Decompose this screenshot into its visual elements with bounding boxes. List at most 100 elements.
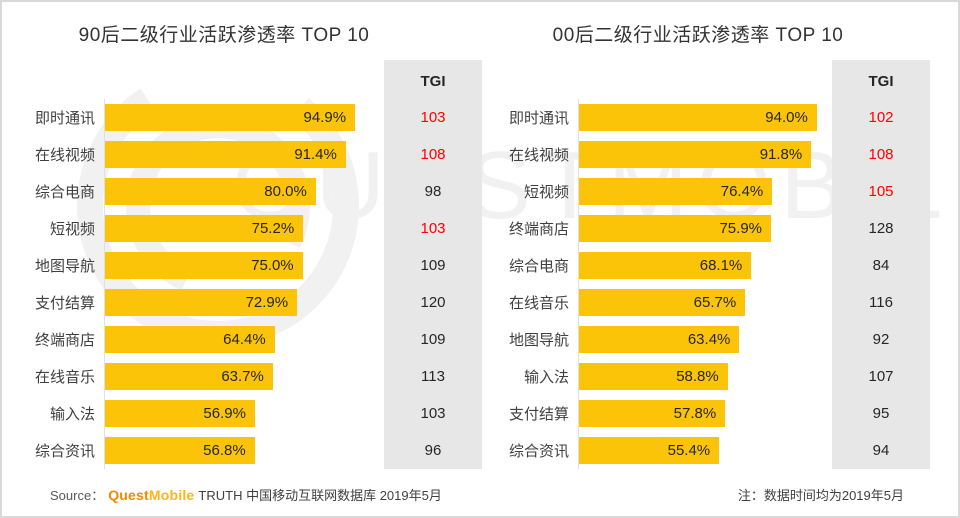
- bar-track: 65.7%: [578, 284, 832, 321]
- chart-row: 在线视频 91.8%: [486, 136, 832, 173]
- category-label: 终端商店: [34, 332, 95, 349]
- bar-plot: 即时通讯 94.9% 在线视频 91.4%: [12, 60, 358, 469]
- chart-row: 地图导航 63.4%: [486, 321, 832, 358]
- brand-quest: Quest: [108, 487, 149, 503]
- category-label: 地图导航: [508, 332, 569, 349]
- tgi-value: 116: [869, 294, 893, 311]
- brand-mobile: Mobile: [148, 487, 195, 503]
- bar: 72.9%: [105, 289, 298, 316]
- source-line: Source： QuestMobile TRUTH 中国移动互联网数据库 201…: [50, 485, 442, 504]
- bar: 75.2%: [105, 215, 304, 242]
- bar: 80.0%: [105, 178, 316, 205]
- bar-value-label: 75.9%: [719, 220, 763, 237]
- category-label: 综合电商: [34, 184, 95, 201]
- source-label: Source：: [50, 488, 105, 503]
- bar-track: 75.2%: [104, 210, 358, 247]
- bar-track: 64.4%: [104, 321, 358, 358]
- header-spacer: [486, 60, 832, 99]
- bar-value-label: 55.4%: [667, 442, 711, 459]
- chart-panel-post00: 00后二级行业活跃渗透率 TOP 10 即时通讯 94.0% 在线视频: [486, 2, 930, 469]
- chart-row: 即时通讯 94.0%: [486, 99, 832, 136]
- bar-value-label: 94.0%: [765, 109, 808, 126]
- questmobile-brand: QuestMobile: [108, 487, 194, 503]
- tgi-value: 84: [872, 257, 890, 274]
- bar-value-label: 76.4%: [720, 183, 764, 200]
- tgi-value: 113: [421, 368, 445, 385]
- chart-row: 终端商店 75.9%: [486, 210, 832, 247]
- bar-track: 75.0%: [104, 247, 358, 284]
- category-label: 综合电商: [508, 258, 569, 275]
- chart-row: 输入法 58.8%: [486, 358, 832, 395]
- bar: 94.0%: [579, 104, 817, 131]
- category-label: 在线视频: [508, 147, 569, 164]
- chart-row: 在线音乐 65.7%: [486, 284, 832, 321]
- chart-title: 90后二级行业活跃渗透率 TOP 10: [78, 25, 370, 46]
- chart-row: 综合电商 68.1%: [486, 247, 832, 284]
- bar: 55.4%: [579, 437, 720, 464]
- category-label: 综合资讯: [508, 443, 569, 460]
- chart-panel-post90: 90后二级行业活跃渗透率 TOP 10 即时通讯 94.9% 在线视频: [12, 2, 482, 469]
- bar: 58.8%: [579, 363, 728, 390]
- bar-value-label: 58.8%: [676, 368, 719, 385]
- bar-track: 63.7%: [104, 358, 358, 395]
- tgi-header: TGI: [868, 73, 894, 90]
- data-note: 注：数据时间均为2019年5月: [737, 488, 904, 503]
- tgi-value: 92: [872, 331, 890, 348]
- chart-row: 支付结算 72.9%: [12, 284, 358, 321]
- tgi-value: 103: [420, 405, 446, 422]
- category-label: 终端商店: [508, 221, 569, 238]
- bar-track: 80.0%: [104, 173, 358, 210]
- bar-value-label: 57.8%: [673, 405, 717, 422]
- chart-content: 即时通讯 94.9% 在线视频 91.4%: [12, 60, 482, 469]
- category-label: 短视频: [523, 184, 569, 201]
- bar: 64.4%: [105, 326, 275, 353]
- bar: 91.8%: [579, 141, 812, 168]
- chart-row: 短视频 76.4%: [486, 173, 832, 210]
- bar-track: 94.9%: [104, 99, 358, 136]
- tgi-value: 95: [872, 405, 890, 422]
- chart-content: 即时通讯 94.0% 在线视频 91.8%: [486, 60, 930, 469]
- chart-row: 输入法 56.9%: [12, 395, 358, 432]
- tgi-value: 109: [420, 257, 446, 274]
- bar-value-label: 64.4%: [223, 331, 266, 348]
- bar-value-label: 91.8%: [759, 146, 803, 163]
- bar: 91.4%: [105, 141, 346, 168]
- bar-value-label: 94.9%: [303, 109, 347, 126]
- category-label: 综合资讯: [34, 443, 95, 460]
- tgi-column: TGI 103 108 98 103 109 120 109 113 103 9…: [384, 60, 482, 469]
- tgi-value: 103: [420, 220, 446, 237]
- tgi-value: 108: [868, 146, 894, 163]
- tgi-value: 96: [424, 442, 442, 459]
- source-text: TRUTH 中国移动互联网数据库 2019年5月: [198, 488, 442, 503]
- chart-row: 综合资讯 55.4%: [486, 432, 832, 469]
- bar: 94.9%: [105, 104, 356, 131]
- tgi-value: 107: [868, 368, 894, 385]
- bar-track: 56.9%: [104, 395, 358, 432]
- chart-row: 综合电商 80.0%: [12, 173, 358, 210]
- tgi-value: 105: [868, 183, 894, 200]
- bar-track: 91.4%: [104, 136, 358, 173]
- bar-value-label: 56.8%: [203, 442, 246, 459]
- bar: 63.4%: [579, 326, 740, 353]
- tgi-value: 98: [424, 183, 442, 200]
- bar-value-label: 63.7%: [221, 368, 264, 385]
- bar-value-label: 72.9%: [245, 294, 289, 311]
- bar-value-label: 56.9%: [203, 405, 246, 422]
- chart-row: 即时通讯 94.9%: [12, 99, 358, 136]
- bar-track: 56.8%: [104, 432, 358, 469]
- bar-track: 68.1%: [578, 247, 832, 284]
- bar-track: 55.4%: [578, 432, 832, 469]
- tgi-value: 102: [868, 109, 894, 126]
- bar-track: 72.9%: [104, 284, 358, 321]
- bar-value-label: 75.2%: [251, 220, 295, 237]
- chart-row: 在线视频 91.4%: [12, 136, 358, 173]
- bar-value-label: 63.4%: [687, 331, 731, 348]
- chart-row: 终端商店 64.4%: [12, 321, 358, 358]
- bar-value-label: 68.1%: [699, 257, 743, 274]
- bar: 75.0%: [105, 252, 303, 279]
- bar-track: 58.8%: [578, 358, 832, 395]
- bar-value-label: 91.4%: [294, 146, 337, 163]
- bar: 56.9%: [105, 400, 255, 427]
- bar-track: 91.8%: [578, 136, 832, 173]
- bar-track: 63.4%: [578, 321, 832, 358]
